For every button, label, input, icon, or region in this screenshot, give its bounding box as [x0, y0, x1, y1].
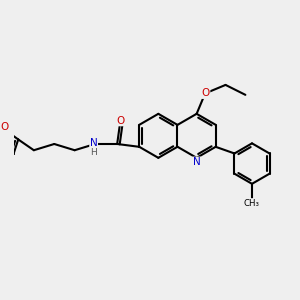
Text: O: O — [116, 116, 124, 126]
Text: O: O — [202, 88, 210, 98]
Text: CH₃: CH₃ — [244, 199, 260, 208]
Text: H: H — [90, 148, 97, 157]
Text: N: N — [90, 138, 98, 148]
Text: N: N — [193, 157, 200, 167]
Text: O: O — [0, 122, 8, 132]
